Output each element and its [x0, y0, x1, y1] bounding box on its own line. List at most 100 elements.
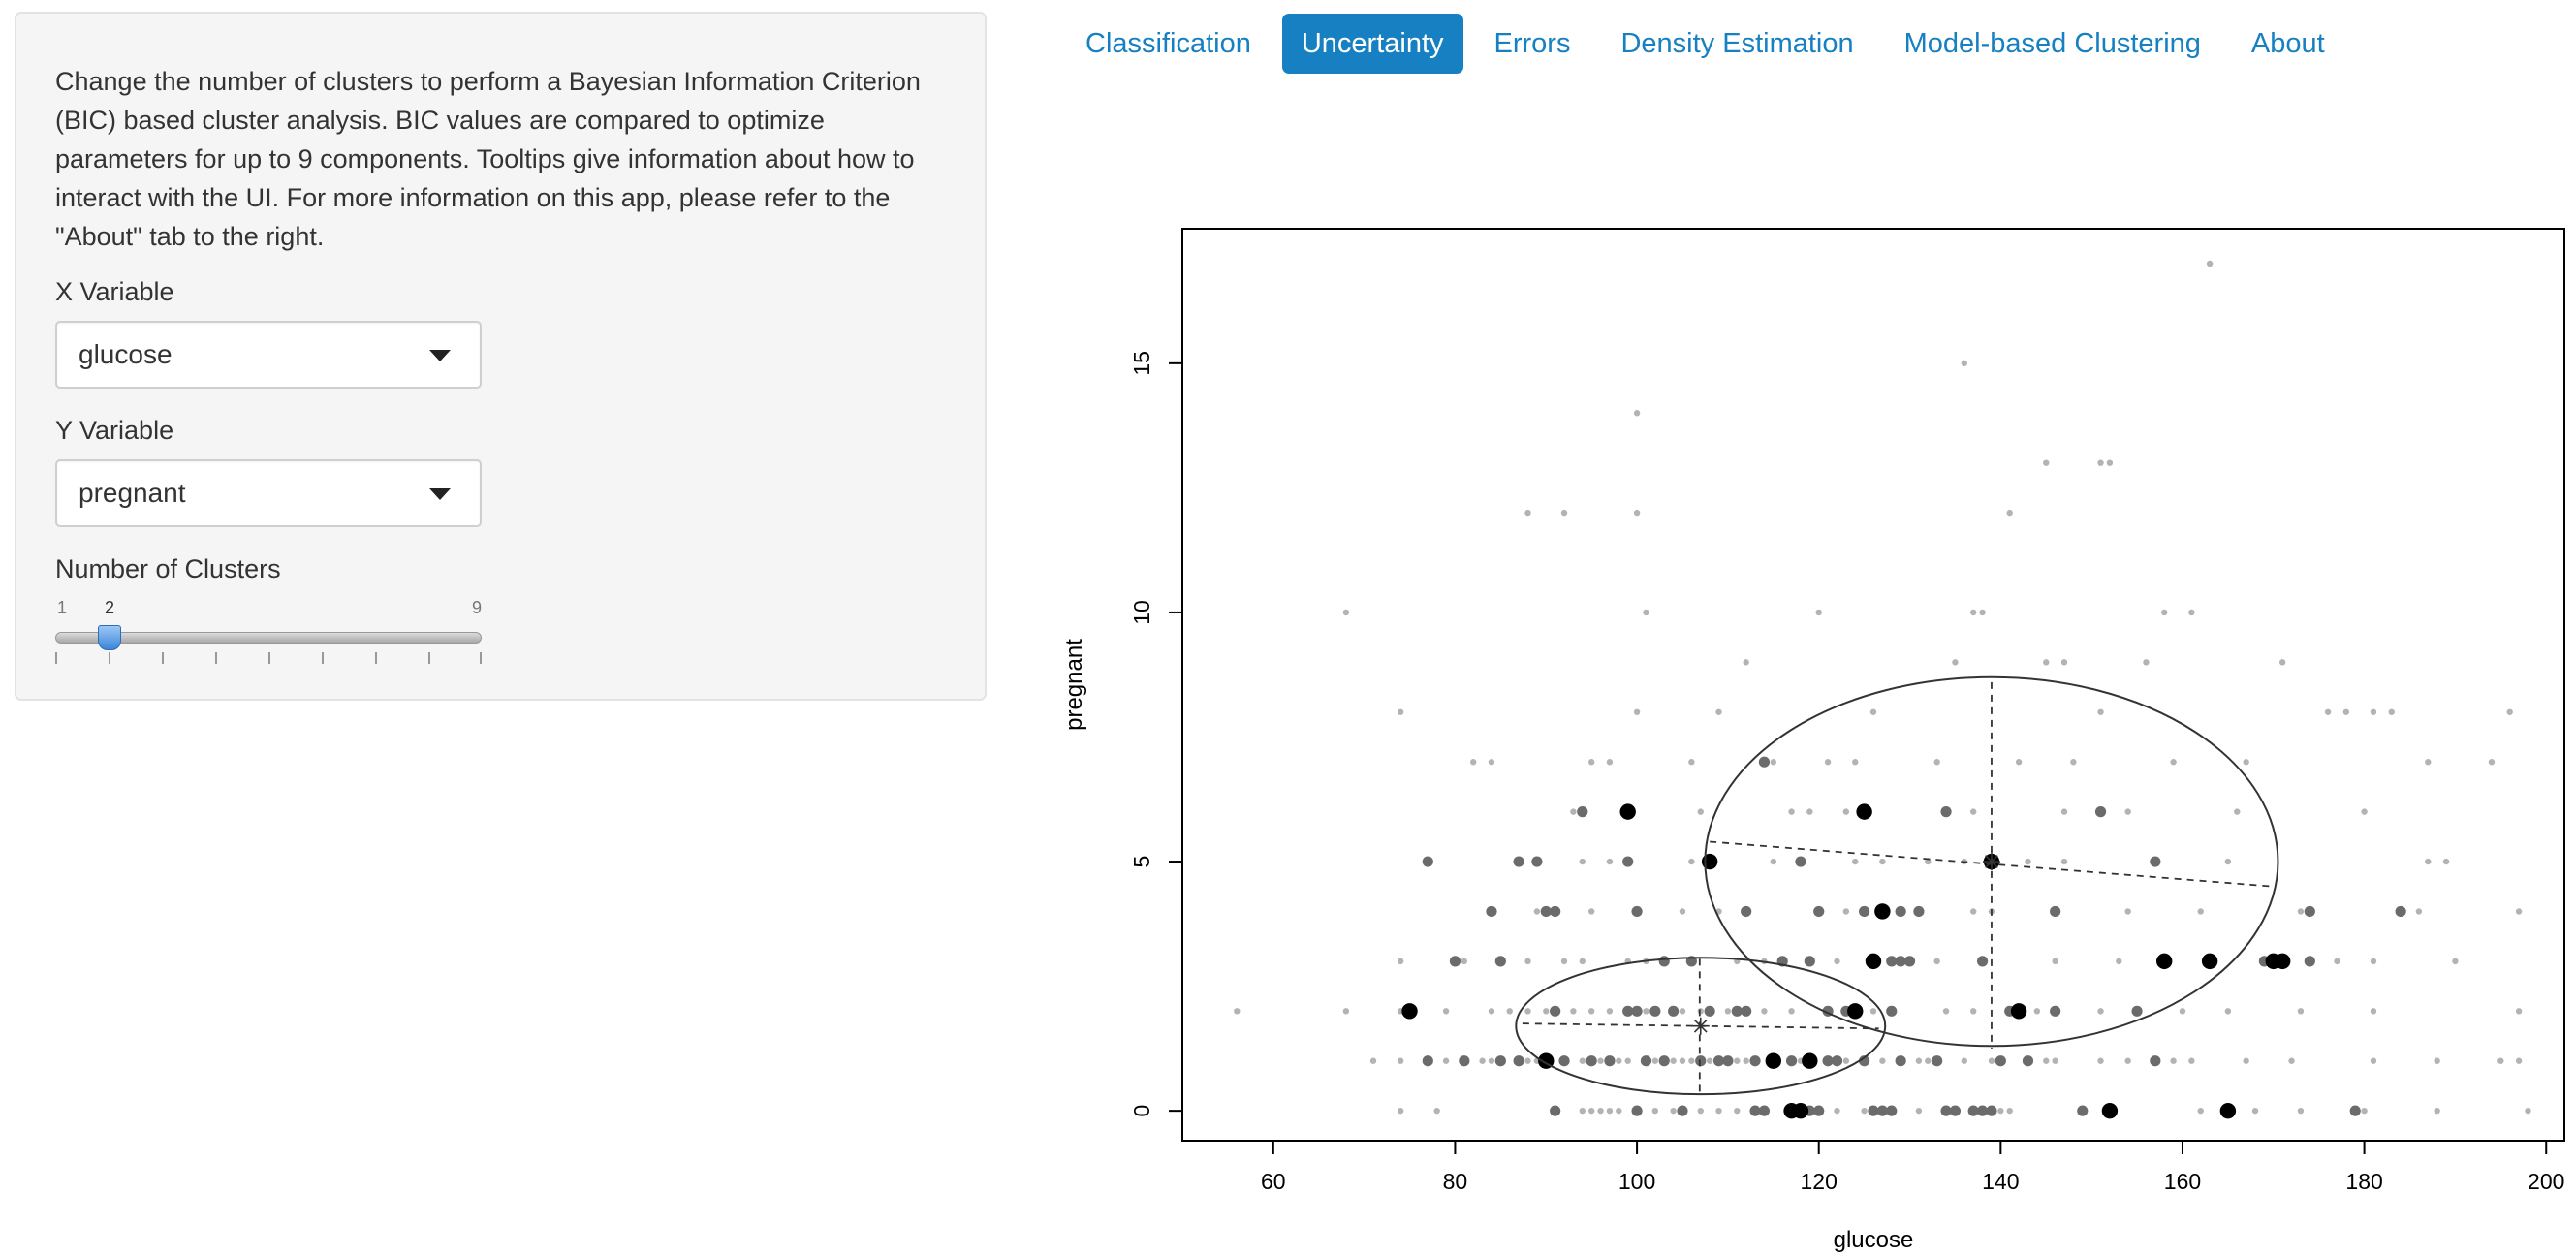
data-point-low	[2106, 459, 2114, 466]
data-point-low	[2124, 908, 2131, 915]
data-point-mid	[1513, 856, 1524, 867]
data-point-mid	[1631, 1005, 1643, 1017]
data-point-mid	[1859, 1055, 1870, 1067]
sidebar-description: Change the number of clusters to perform…	[55, 67, 921, 251]
data-point-mid	[1903, 956, 1916, 967]
data-point-mid	[1886, 1005, 1898, 1017]
data-point-low	[2060, 808, 2068, 815]
data-point-low	[1879, 1057, 1886, 1064]
data-point-low	[1834, 958, 1840, 965]
data-point-low	[2442, 858, 2450, 865]
tab-model-based-clustering[interactable]: Model-based Clustering	[1903, 28, 2201, 59]
data-point-mid	[1704, 1005, 1715, 1017]
data-point-low	[2297, 1107, 2305, 1115]
data-point-low	[1852, 858, 1859, 865]
slider-tick	[55, 652, 57, 664]
data-point-low	[2361, 808, 2368, 815]
y-axis-label: pregnant	[1061, 639, 1087, 731]
data-point-low	[1397, 708, 1404, 715]
tab-classification[interactable]: Classification	[1085, 28, 1251, 59]
data-point-low	[1342, 609, 1350, 616]
data-point-mid	[1622, 856, 1634, 867]
data-point-low	[1342, 1008, 1350, 1015]
data-point-mid	[1494, 1055, 1506, 1067]
data-point-low	[1524, 1057, 1531, 1064]
data-point-mid	[2395, 905, 2406, 918]
tab-uncertainty[interactable]: Uncertainty	[1281, 14, 1463, 74]
slider-tick	[480, 652, 482, 664]
data-point-low	[2006, 1107, 2013, 1115]
data-point-mid	[1749, 1055, 1761, 1067]
data-point-low	[1969, 609, 1977, 616]
y-variable-select[interactable]: pregnant	[55, 459, 482, 527]
data-point-low	[2425, 858, 2432, 865]
slider-tick	[162, 652, 164, 664]
data-point-mid	[1550, 1005, 1561, 1017]
data-point-low	[1743, 659, 1749, 666]
data-point-mid	[1940, 806, 1952, 818]
data-point-mid	[1722, 1055, 1734, 1067]
data-point-low	[2197, 1107, 2204, 1115]
data-point-low	[1852, 759, 1859, 766]
data-point-low	[2206, 260, 2214, 267]
data-point-mid	[1876, 1105, 1888, 1116]
tab-density-estimation[interactable]: Density Estimation	[1620, 28, 1854, 59]
slider-handle[interactable]	[98, 625, 121, 650]
cluster-center-marker	[1691, 1017, 1710, 1035]
data-point-mid	[1741, 905, 1752, 918]
data-point-mid	[1449, 956, 1461, 967]
data-point-low	[1433, 1107, 1440, 1115]
data-point-low	[1616, 1057, 1622, 1064]
data-point-mid	[1859, 905, 1870, 918]
data-point-mid	[1586, 1055, 1597, 1067]
data-point-low	[2506, 708, 2513, 715]
data-point-low	[1543, 1008, 1550, 1015]
data-point-low	[2515, 1008, 2523, 1015]
data-point-mid	[1795, 856, 1806, 867]
data-point-low	[1606, 858, 1614, 865]
data-point-low	[2188, 609, 2195, 616]
data-point-low	[2434, 1107, 2440, 1115]
x-tick-label: 180	[2345, 1169, 2382, 1194]
data-point-low	[1524, 958, 1531, 965]
data-point-low	[1869, 1008, 1877, 1015]
tab-errors[interactable]: Errors	[1493, 28, 1571, 59]
data-point-mid	[1550, 905, 1561, 918]
data-point-low	[2043, 459, 2050, 466]
data-point-mid	[1995, 1055, 2006, 1067]
data-point-low	[2288, 1057, 2295, 1064]
data-point-high	[1401, 1003, 1418, 1020]
x-variable-select[interactable]: glucose	[55, 321, 482, 389]
data-point-low	[1734, 1107, 1741, 1115]
clusters-slider[interactable]: 1 2 9	[55, 598, 482, 675]
data-point-low	[1488, 1008, 1495, 1015]
data-point-mid	[1712, 1055, 1725, 1067]
data-point-low	[1961, 360, 1968, 367]
tab-about[interactable]: About	[2250, 28, 2325, 59]
data-point-low	[1397, 1107, 1404, 1115]
data-point-low	[1734, 1057, 1741, 1064]
data-point-low	[2515, 908, 2523, 915]
data-point-low	[2370, 958, 2377, 965]
data-point-high	[1874, 903, 1891, 920]
data-point-mid	[2077, 1105, 2089, 1116]
slider-tick	[375, 652, 377, 664]
data-point-low	[1397, 958, 1404, 965]
data-point-low	[2243, 1057, 2249, 1064]
data-point-low	[2097, 1008, 2104, 1015]
data-point-low	[1397, 1057, 1404, 1064]
data-point-low	[2060, 659, 2068, 666]
data-point-low	[1961, 1057, 1968, 1064]
data-point-low	[1587, 759, 1595, 766]
data-point-low	[1651, 1107, 1659, 1115]
data-point-low	[1597, 1057, 1604, 1064]
data-point-low	[2143, 659, 2150, 666]
uncertainty-plot: 60 80 100 120 140 160 180 200 0 5 10 15 glucose pregn…	[1061, 228, 2565, 1253]
data-point-mid	[1831, 1055, 1843, 1067]
data-point-low	[2097, 459, 2104, 466]
data-point-low	[1715, 1107, 1722, 1115]
data-point-low	[2388, 708, 2395, 715]
slider-track[interactable]	[55, 632, 482, 644]
slider-min-label: 1	[57, 598, 68, 617]
data-point-low	[2043, 659, 2050, 666]
